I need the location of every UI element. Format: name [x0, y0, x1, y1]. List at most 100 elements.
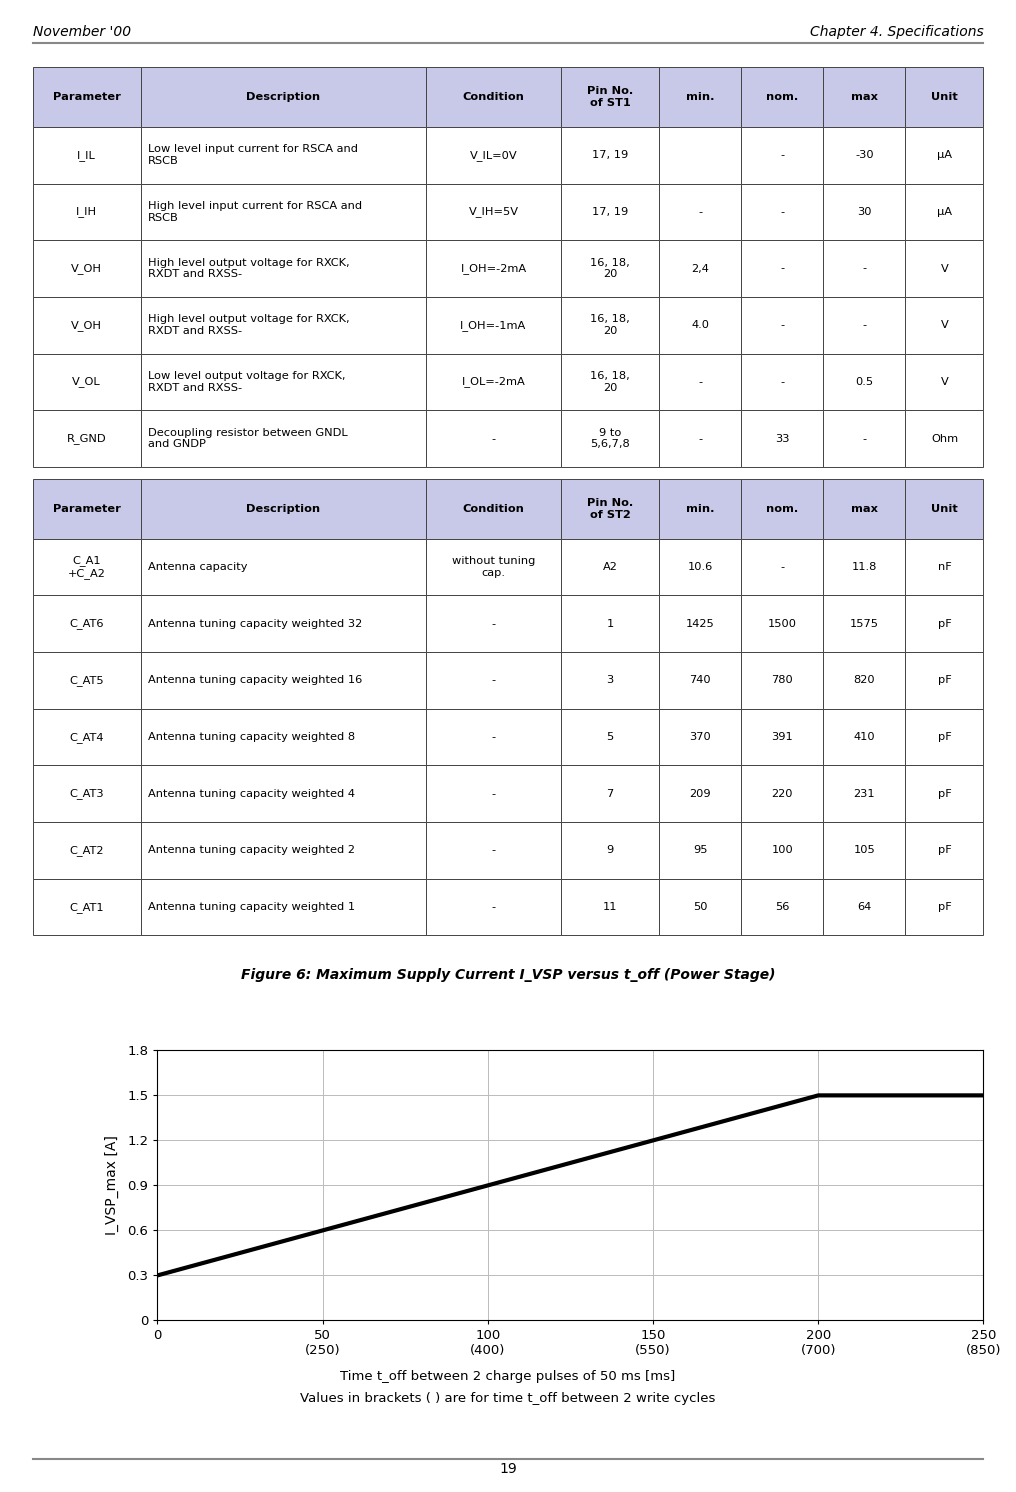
- Text: Parameter: Parameter: [53, 504, 121, 513]
- Text: -: -: [780, 377, 784, 386]
- Text: C_AT2: C_AT2: [69, 844, 104, 856]
- Text: Low level input current for RSCA and
RSCB: Low level input current for RSCA and RSC…: [147, 145, 358, 166]
- Text: V: V: [941, 377, 948, 386]
- Text: R_GND: R_GND: [67, 433, 107, 445]
- Text: I_OL=-2mA: I_OL=-2mA: [461, 376, 525, 388]
- Text: V: V: [941, 321, 948, 330]
- Text: 16, 18,
20: 16, 18, 20: [590, 258, 630, 279]
- Text: V: V: [941, 264, 948, 273]
- Text: nom.: nom.: [766, 93, 799, 101]
- Text: 11: 11: [602, 903, 618, 912]
- Text: -: -: [780, 207, 784, 216]
- Text: 2,4: 2,4: [691, 264, 709, 273]
- Text: Parameter: Parameter: [53, 93, 121, 101]
- Text: -30: -30: [855, 151, 874, 160]
- Text: Antenna tuning capacity weighted 1: Antenna tuning capacity weighted 1: [147, 903, 355, 912]
- Text: V_OH: V_OH: [71, 319, 102, 331]
- Text: 10.6: 10.6: [688, 562, 713, 571]
- Text: pF: pF: [938, 789, 951, 798]
- Text: Values in brackets ( ) are for time t_off between 2 write cycles: Values in brackets ( ) are for time t_of…: [301, 1392, 715, 1405]
- Text: -: -: [492, 903, 496, 912]
- Text: V_OH: V_OH: [71, 263, 102, 275]
- Text: -: -: [780, 562, 784, 571]
- Text: without tuning
cap.: without tuning cap.: [452, 557, 535, 577]
- Text: 16, 18,
20: 16, 18, 20: [590, 372, 630, 392]
- Text: -: -: [780, 151, 784, 160]
- Text: Chapter 4. Specifications: Chapter 4. Specifications: [810, 25, 983, 39]
- Text: -: -: [698, 207, 702, 216]
- Text: 19: 19: [499, 1462, 517, 1476]
- Y-axis label: I_VSP_max [A]: I_VSP_max [A]: [105, 1135, 119, 1235]
- Text: Pin No.
of ST1: Pin No. of ST1: [587, 87, 633, 107]
- Text: Antenna tuning capacity weighted 4: Antenna tuning capacity weighted 4: [147, 789, 355, 798]
- Text: 4.0: 4.0: [691, 321, 709, 330]
- Text: max: max: [850, 93, 878, 101]
- Text: 64: 64: [858, 903, 872, 912]
- Text: I_IH: I_IH: [76, 206, 98, 218]
- Text: Pin No.
of ST2: Pin No. of ST2: [587, 498, 633, 519]
- Text: Time t_off between 2 charge pulses of 50 ms [ms]: Time t_off between 2 charge pulses of 50…: [340, 1370, 676, 1383]
- Text: 220: 220: [771, 789, 793, 798]
- Text: -: -: [492, 789, 496, 798]
- Text: nom.: nom.: [766, 504, 799, 513]
- Text: 0.5: 0.5: [855, 377, 874, 386]
- Text: μA: μA: [937, 151, 952, 160]
- Text: 30: 30: [858, 207, 872, 216]
- Text: 740: 740: [690, 676, 711, 685]
- Text: Antenna tuning capacity weighted 32: Antenna tuning capacity weighted 32: [147, 619, 362, 628]
- Text: C_AT6: C_AT6: [69, 618, 104, 630]
- Text: Figure 6: Maximum Supply Current I_VSP versus t_off (Power Stage): Figure 6: Maximum Supply Current I_VSP v…: [241, 968, 775, 982]
- Text: Unit: Unit: [931, 93, 958, 101]
- Text: 820: 820: [853, 676, 875, 685]
- Text: pF: pF: [938, 846, 951, 855]
- Text: Ohm: Ohm: [931, 434, 958, 443]
- Text: 1500: 1500: [768, 619, 797, 628]
- Text: -: -: [492, 676, 496, 685]
- Text: 9: 9: [607, 846, 614, 855]
- Text: C_AT1: C_AT1: [69, 901, 104, 913]
- Text: Antenna tuning capacity weighted 2: Antenna tuning capacity weighted 2: [147, 846, 355, 855]
- Text: 780: 780: [771, 676, 793, 685]
- Text: pF: pF: [938, 676, 951, 685]
- Text: 11.8: 11.8: [851, 562, 877, 571]
- Text: pF: pF: [938, 733, 951, 742]
- Text: Description: Description: [246, 504, 320, 513]
- Text: 7: 7: [607, 789, 614, 798]
- Text: 410: 410: [853, 733, 875, 742]
- Text: 16, 18,
20: 16, 18, 20: [590, 315, 630, 336]
- Text: -: -: [780, 321, 784, 330]
- Text: A2: A2: [602, 562, 618, 571]
- Text: -: -: [492, 434, 496, 443]
- Text: 95: 95: [693, 846, 707, 855]
- Text: High level output voltage for RXCK,
RXDT and RXSS-: High level output voltage for RXCK, RXDT…: [147, 315, 350, 336]
- Text: 17, 19: 17, 19: [592, 207, 628, 216]
- Text: C_AT4: C_AT4: [69, 731, 104, 743]
- Text: -: -: [698, 377, 702, 386]
- Text: High level input current for RSCA and
RSCB: High level input current for RSCA and RS…: [147, 201, 362, 222]
- Text: 5: 5: [607, 733, 614, 742]
- Text: I_IL: I_IL: [77, 149, 96, 161]
- Text: I_OH=-2mA: I_OH=-2mA: [460, 263, 526, 275]
- Text: μA: μA: [937, 207, 952, 216]
- Text: min.: min.: [686, 93, 714, 101]
- Text: -: -: [492, 619, 496, 628]
- Text: High level output voltage for RXCK,
RXDT and RXSS-: High level output voltage for RXCK, RXDT…: [147, 258, 350, 279]
- Text: Unit: Unit: [931, 504, 958, 513]
- Text: Condition: Condition: [462, 504, 524, 513]
- Text: November '00: November '00: [33, 25, 131, 39]
- Text: 1: 1: [607, 619, 614, 628]
- Text: -: -: [863, 434, 867, 443]
- Text: 33: 33: [775, 434, 789, 443]
- Text: Decoupling resistor between GNDL
and GNDP: Decoupling resistor between GNDL and GND…: [147, 428, 347, 449]
- Text: C_AT3: C_AT3: [69, 788, 104, 800]
- Text: pF: pF: [938, 619, 951, 628]
- Text: 105: 105: [853, 846, 875, 855]
- Text: -: -: [698, 434, 702, 443]
- Text: Low level output voltage for RXCK,
RXDT and RXSS-: Low level output voltage for RXCK, RXDT …: [147, 372, 345, 392]
- Text: 50: 50: [693, 903, 707, 912]
- Text: -: -: [863, 264, 867, 273]
- Text: 17, 19: 17, 19: [592, 151, 628, 160]
- Text: 9 to
5,6,7,8: 9 to 5,6,7,8: [590, 428, 630, 449]
- Text: V_OL: V_OL: [72, 376, 101, 388]
- Text: -: -: [492, 846, 496, 855]
